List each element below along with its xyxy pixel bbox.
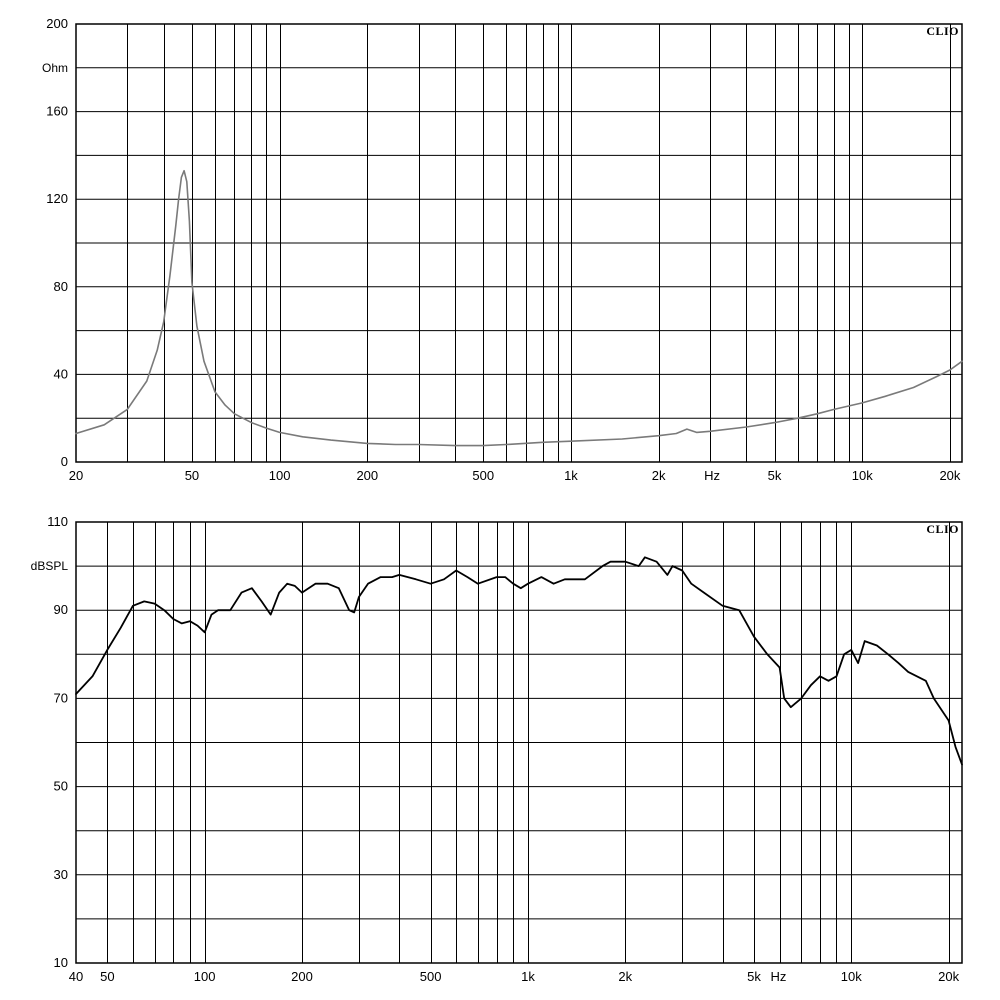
clio-brand-label: CLIO <box>926 522 959 536</box>
x-tick-label: 5k <box>747 969 761 984</box>
x-tick-label: 20k <box>939 468 960 483</box>
x-tick-label: 2k <box>652 468 666 483</box>
series-line <box>75 556 963 766</box>
y-tick-label: 160 <box>46 104 68 119</box>
y-tick-label: 70 <box>54 690 68 705</box>
impedance-chart: 0 40 80 120 160 200 Ohm 20 50 100 200 500 1k 2k 5k 10k 2… <box>42 16 963 483</box>
x-tick-label: 200 <box>356 468 378 483</box>
x-tick-label: 500 <box>420 969 442 984</box>
x-tick-label: 40 <box>69 969 83 984</box>
y-tick-label: 80 <box>54 279 68 294</box>
plot-frame <box>75 23 963 463</box>
y-tick-label: 90 <box>54 602 68 617</box>
x-tick-label: 10k <box>852 468 873 483</box>
y-axis-unit-label: Ohm <box>42 61 68 75</box>
x-tick-label: 100 <box>194 969 216 984</box>
y-tick-label: 120 <box>46 191 68 206</box>
x-tick-label: 50 <box>185 468 199 483</box>
x-tick-label: 100 <box>269 468 291 483</box>
y-tick-label: 50 <box>54 779 68 794</box>
x-tick-label: 50 <box>100 969 114 984</box>
x-tick-label: 5k <box>768 468 782 483</box>
plot-frame <box>75 521 963 964</box>
x-tick-label: 20 <box>69 468 83 483</box>
y-tick-label: 10 <box>54 955 68 970</box>
series-line <box>75 169 963 447</box>
y-tick-label: 30 <box>54 867 68 882</box>
clio-brand-label: CLIO <box>926 24 959 38</box>
x-tick-label: 20k <box>938 969 959 984</box>
y-axis-unit-label: dBSPL <box>31 559 69 573</box>
y-tick-label: 40 <box>54 366 68 381</box>
x-tick-label: 2k <box>618 969 632 984</box>
y-tick-label: 200 <box>46 16 68 31</box>
spl-chart: 10 30 50 70 90 110 dBSPL 40 50 100 200 500 1k 2k 5k 10k… <box>31 514 963 984</box>
x-tick-label: 10k <box>841 969 862 984</box>
y-tick-label: 110 <box>47 514 68 529</box>
x-tick-label: 1k <box>564 468 578 483</box>
x-tick-label: 1k <box>521 969 535 984</box>
x-axis-unit-label: Hz <box>704 468 720 483</box>
x-tick-label: 500 <box>472 468 494 483</box>
y-tick-label: 0 <box>61 454 68 469</box>
x-axis-unit-label: Hz <box>770 969 786 984</box>
x-tick-label: 200 <box>291 969 313 984</box>
